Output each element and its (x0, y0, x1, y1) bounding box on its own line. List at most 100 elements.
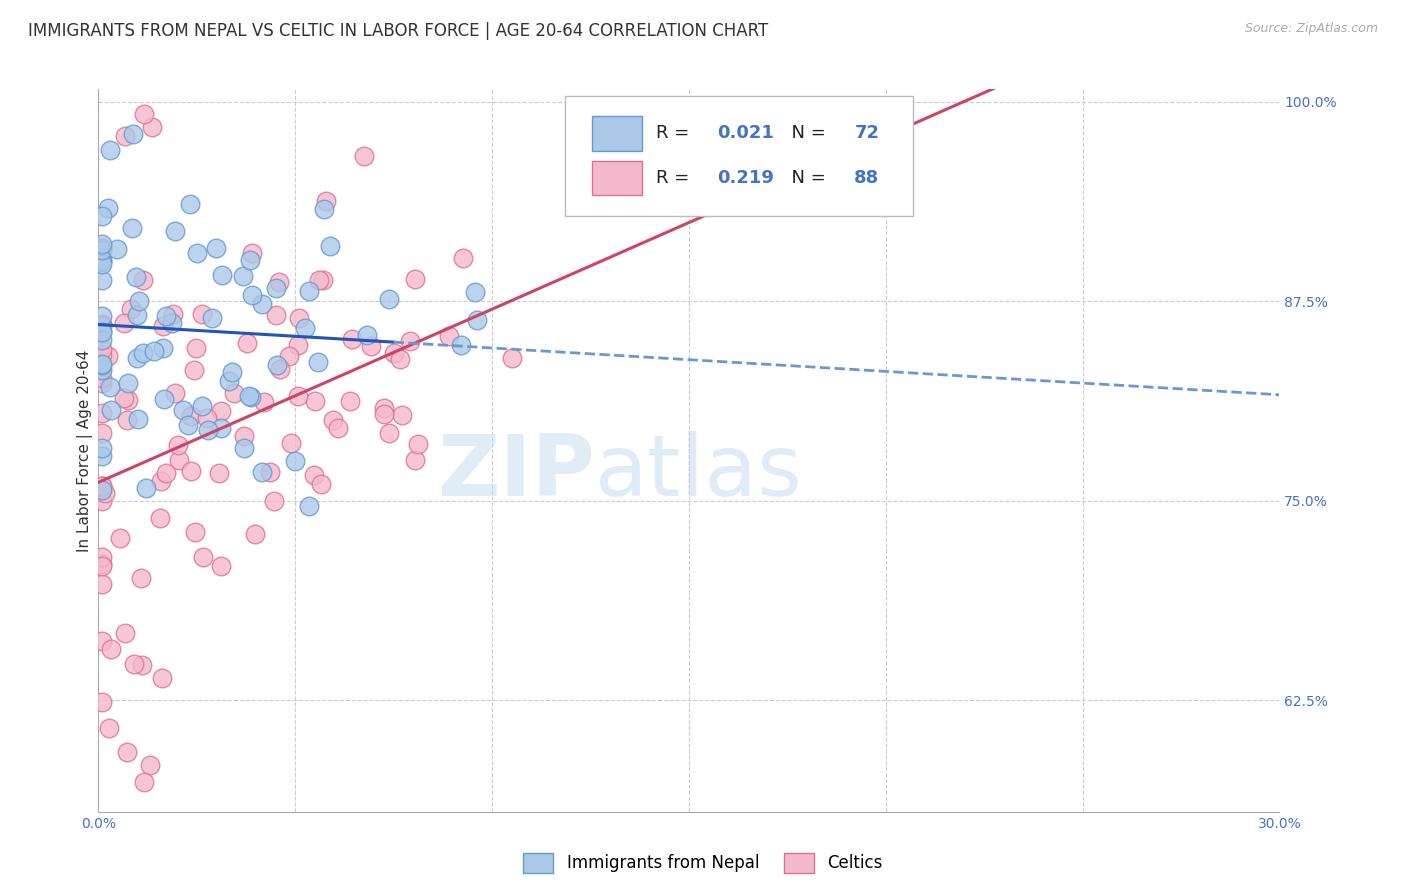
Text: R =: R = (655, 124, 695, 142)
Point (128, 294, 150, 309)
Point (127, 308, 149, 322)
Text: 0.021: 0.021 (717, 124, 775, 142)
Point (195, 411, 218, 425)
Point (105, 243, 128, 257)
Point (183, 524, 205, 539)
Point (197, 423, 219, 437)
Point (373, 407, 395, 421)
Point (451, 251, 474, 265)
Point (190, 399, 212, 413)
Point (114, 626, 136, 640)
Point (91, 333, 114, 347)
Point (91, 254, 114, 268)
Point (91, 209, 114, 223)
Legend: Immigrants from Nepal, Celtics: Immigrants from Nepal, Celtics (516, 847, 890, 880)
Point (319, 239, 342, 253)
Point (91, 319, 114, 334)
Point (91, 358, 114, 372)
Point (309, 476, 332, 491)
Point (284, 453, 307, 467)
Point (180, 464, 202, 478)
Point (328, 421, 350, 435)
Point (127, 411, 149, 425)
Point (91, 559, 114, 574)
Point (162, 316, 184, 330)
Text: IMMIGRANTS FROM NEPAL VS CELTIC IN LABOR FORCE | AGE 20-64 CORRELATION CHART: IMMIGRANTS FROM NEPAL VS CELTIC IN LABOR… (28, 22, 768, 40)
Point (97, 349, 120, 363)
Point (201, 311, 224, 326)
Point (193, 549, 215, 564)
Point (263, 494, 285, 508)
Point (98, 143, 121, 157)
Point (91, 450, 114, 464)
Point (100, 642, 122, 657)
Point (382, 346, 405, 360)
Point (125, 270, 148, 285)
Point (139, 757, 162, 772)
Text: ZIP: ZIP (437, 431, 595, 514)
Point (149, 475, 172, 489)
Point (304, 393, 326, 408)
Point (91, 695, 114, 709)
Point (186, 246, 208, 260)
Point (269, 362, 291, 376)
Point (353, 149, 375, 163)
Point (91, 479, 114, 493)
Point (245, 526, 267, 541)
Point (277, 349, 299, 363)
Point (114, 129, 136, 144)
Point (91, 317, 114, 331)
Text: N =: N = (780, 124, 831, 142)
Point (143, 344, 166, 359)
FancyBboxPatch shape (592, 116, 641, 151)
Point (404, 272, 426, 286)
Point (232, 269, 254, 284)
Point (297, 499, 319, 513)
Point (172, 403, 194, 417)
Text: 72: 72 (855, 124, 879, 142)
Point (312, 273, 335, 287)
Point (259, 465, 281, 479)
Point (266, 359, 288, 373)
Point (280, 435, 302, 450)
Point (155, 467, 177, 481)
Point (98, 721, 121, 735)
Point (131, 658, 153, 673)
Point (112, 316, 135, 330)
Point (91, 348, 114, 362)
Point (464, 285, 486, 299)
Point (315, 194, 337, 208)
Point (124, 657, 146, 671)
Point (155, 310, 177, 324)
FancyBboxPatch shape (592, 161, 641, 195)
Point (152, 342, 174, 356)
Point (135, 481, 157, 495)
Point (308, 273, 330, 287)
Point (238, 388, 260, 402)
Point (91, 576, 114, 591)
Point (91, 243, 114, 257)
Point (240, 288, 263, 302)
Point (91, 325, 114, 339)
Point (162, 307, 184, 321)
Point (221, 365, 243, 379)
Point (314, 202, 336, 216)
Point (222, 385, 245, 400)
Point (287, 388, 309, 402)
Point (373, 401, 395, 415)
Point (179, 196, 201, 211)
Point (183, 362, 205, 376)
Point (501, 351, 523, 365)
Point (264, 308, 287, 322)
Point (166, 438, 188, 452)
Point (398, 334, 420, 348)
Point (167, 453, 190, 467)
Text: 88: 88 (855, 169, 880, 187)
Point (233, 429, 256, 443)
Point (165, 223, 187, 237)
Point (152, 392, 174, 406)
Point (121, 220, 143, 235)
Point (91, 479, 114, 493)
Point (91, 236, 114, 251)
Point (112, 392, 135, 406)
